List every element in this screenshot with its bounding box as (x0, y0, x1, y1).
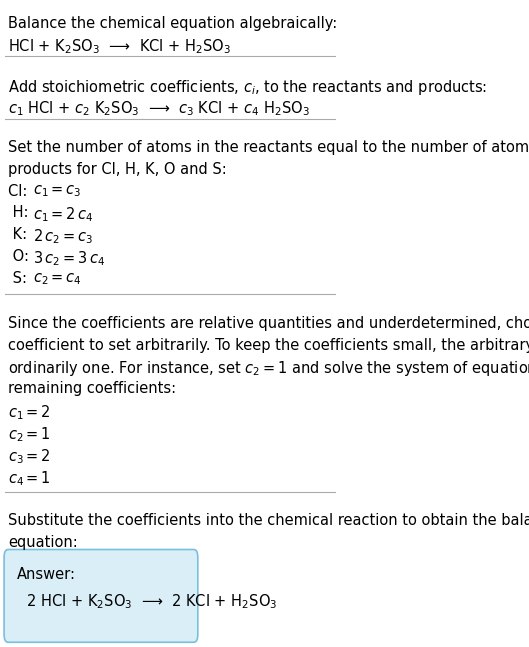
Text: Set the number of atoms in the reactants equal to the number of atoms in the: Set the number of atoms in the reactants… (8, 140, 529, 155)
Text: products for Cl, H, K, O and S:: products for Cl, H, K, O and S: (8, 162, 227, 177)
Text: remaining coefficients:: remaining coefficients: (8, 381, 176, 397)
Text: S:: S: (8, 271, 37, 286)
Text: coefficient to set arbitrarily. To keep the coefficients small, the arbitrary va: coefficient to set arbitrarily. To keep … (8, 338, 529, 353)
Text: ordinarily one. For instance, set $c_2 = 1$ and solve the system of equations fo: ordinarily one. For instance, set $c_2 =… (8, 360, 529, 378)
Text: Add stoichiometric coefficients, $c_i$, to the reactants and products:: Add stoichiometric coefficients, $c_i$, … (8, 78, 487, 96)
Text: $c_1 = c_3$: $c_1 = c_3$ (33, 184, 82, 199)
Text: K:: K: (8, 227, 37, 243)
Text: $c_2 = c_4$: $c_2 = c_4$ (33, 271, 83, 287)
Text: Balance the chemical equation algebraically:: Balance the chemical equation algebraica… (8, 16, 338, 30)
Text: O:: O: (8, 249, 39, 264)
Text: $c_1$ HCl + $c_2$ K$_2$SO$_3$  ⟶  $c_3$ KCl + $c_4$ H$_2$SO$_3$: $c_1$ HCl + $c_2$ K$_2$SO$_3$ ⟶ $c_3$ KC… (8, 100, 310, 118)
Text: Since the coefficients are relative quantities and underdetermined, choose a: Since the coefficients are relative quan… (8, 316, 529, 331)
Text: HCl + K$_2$SO$_3$  ⟶  KCl + H$_2$SO$_3$: HCl + K$_2$SO$_3$ ⟶ KCl + H$_2$SO$_3$ (8, 38, 231, 56)
Text: $c_2 = 1$: $c_2 = 1$ (8, 425, 51, 444)
Text: $c_4 = 1$: $c_4 = 1$ (8, 469, 51, 488)
Text: equation:: equation: (8, 535, 78, 551)
Text: H:: H: (8, 206, 38, 221)
Text: 2 HCl + K$_2$SO$_3$  ⟶  2 KCl + H$_2$SO$_3$: 2 HCl + K$_2$SO$_3$ ⟶ 2 KCl + H$_2$SO$_3… (16, 593, 277, 611)
Text: $c_1 = 2\,c_4$: $c_1 = 2\,c_4$ (33, 206, 94, 224)
Text: Answer:: Answer: (16, 567, 76, 582)
Text: $c_3 = 2$: $c_3 = 2$ (8, 447, 51, 466)
Text: $3\,c_2 = 3\,c_4$: $3\,c_2 = 3\,c_4$ (33, 249, 106, 268)
Text: Cl:: Cl: (8, 184, 37, 199)
Text: $2\,c_2 = c_3$: $2\,c_2 = c_3$ (33, 227, 94, 246)
Text: $c_1 = 2$: $c_1 = 2$ (8, 403, 51, 422)
FancyBboxPatch shape (4, 549, 198, 642)
Text: Substitute the coefficients into the chemical reaction to obtain the balanced: Substitute the coefficients into the che… (8, 514, 529, 529)
